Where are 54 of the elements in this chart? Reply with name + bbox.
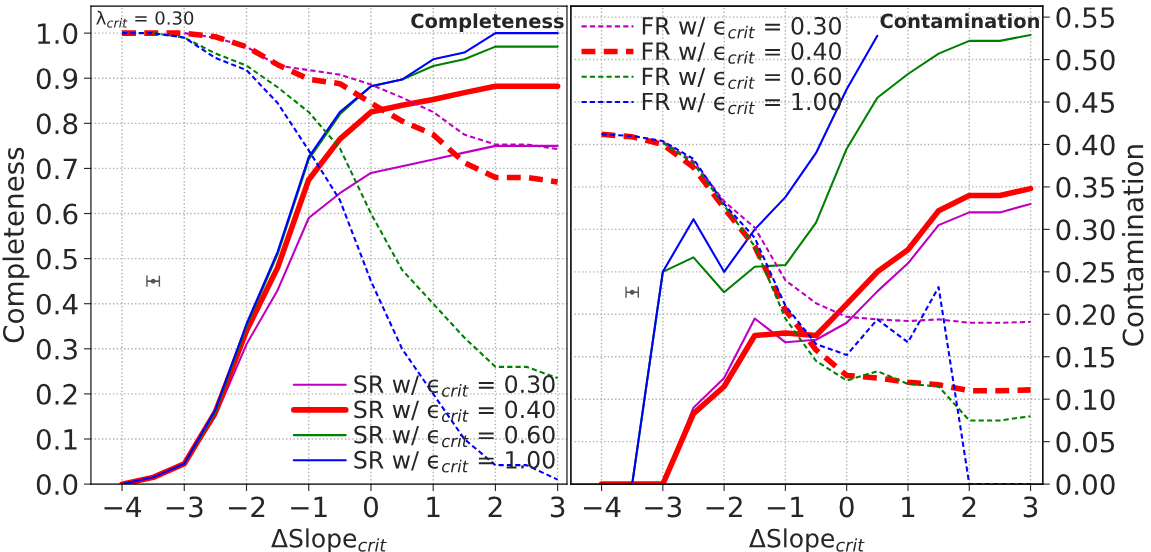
x-tick-label: 3: [1023, 496, 1038, 518]
y-tick-label: 0.5: [36, 248, 77, 270]
legend-label: SR w/ ϵ$_{crit}$ = 0.40: [354, 400, 555, 423]
y2-tick-label: 0.45: [1056, 91, 1115, 113]
y2-tick-label: 0.25: [1056, 261, 1115, 283]
y2-tick-label: 0.50: [1056, 49, 1115, 71]
y2-tick-label: 0.40: [1056, 134, 1115, 156]
x-tick-label: 1: [427, 496, 440, 518]
legend-label: SR w/ ϵ$_{crit}$ = 0.30: [354, 375, 555, 397]
x-tick-label: 1: [902, 496, 915, 518]
annotation: λ$_{crit}$ = 0.30: [96, 10, 194, 28]
y-tick-label: 0.6: [36, 203, 78, 225]
x-tick-label: −3: [166, 496, 203, 518]
x-tick-label: −1: [291, 496, 327, 518]
y2-tick-label: 0.55: [1056, 7, 1115, 29]
x-tick-label: 0: [839, 496, 854, 518]
legend-label: FR w/ ϵ$_{crit}$ = 0.60: [642, 67, 841, 89]
y2-tick-label: 0.35: [1056, 176, 1115, 198]
x-tick-label: 0: [363, 496, 378, 518]
x-tick-label: −1: [767, 496, 804, 518]
y-tick-label: 0.9: [36, 68, 78, 90]
y-tick-label: 0.4: [36, 293, 78, 315]
y-tick-label: 0.8: [36, 113, 78, 135]
x-axis-title: ΔSlope$_{crit}$: [749, 528, 865, 552]
y-tick-label: 1.0: [38, 23, 78, 45]
legend-label: FR w/ ϵ$_{crit}$ = 0.30: [642, 16, 841, 39]
y-tick-label: 0.1: [36, 428, 77, 450]
y-tick-label: 0.7: [36, 158, 77, 180]
y2-tick-label: 0.00: [1056, 474, 1115, 496]
y2-tick-label: 0.05: [1056, 431, 1115, 453]
x-tick-label: −4: [584, 496, 621, 518]
y2-axis-title: Contamination: [1122, 145, 1144, 346]
y-tick-label: 0.3: [36, 338, 77, 360]
y2-tick-label: 0.20: [1056, 304, 1115, 326]
x-axis-title: ΔSlope$_{crit}$: [271, 528, 387, 552]
legend-label: SR w/ ϵ$_{crit}$ = 0.60: [354, 425, 555, 448]
legend-label: SR w/ ϵ$_{crit}$ = 1.00: [354, 450, 555, 473]
x-tick-label: −2: [706, 496, 742, 518]
x-tick-label: −4: [104, 496, 141, 518]
x-tick-label: 3: [550, 496, 565, 518]
chart-title: Completeness: [411, 13, 564, 33]
y-tick-label: 0.0: [36, 474, 78, 496]
x-tick-label: −3: [645, 496, 682, 518]
legend-label: FR w/ ϵ$_{crit}$ = 0.40: [642, 42, 841, 64]
y-tick-label: 0.2: [36, 383, 77, 405]
y-axis-title: Completeness: [2, 147, 30, 343]
y2-tick-label: 0.30: [1056, 219, 1115, 241]
y2-tick-label: 0.15: [1056, 346, 1115, 368]
x-tick-label: 2: [962, 496, 976, 518]
x-tick-label: 2: [488, 496, 502, 518]
x-tick-label: −2: [228, 496, 265, 518]
y2-tick-label: 0.10: [1056, 389, 1115, 411]
legend-label: FR w/ ϵ$_{crit}$ = 1.00: [642, 92, 841, 115]
chart-title: Contamination: [880, 13, 1039, 29]
